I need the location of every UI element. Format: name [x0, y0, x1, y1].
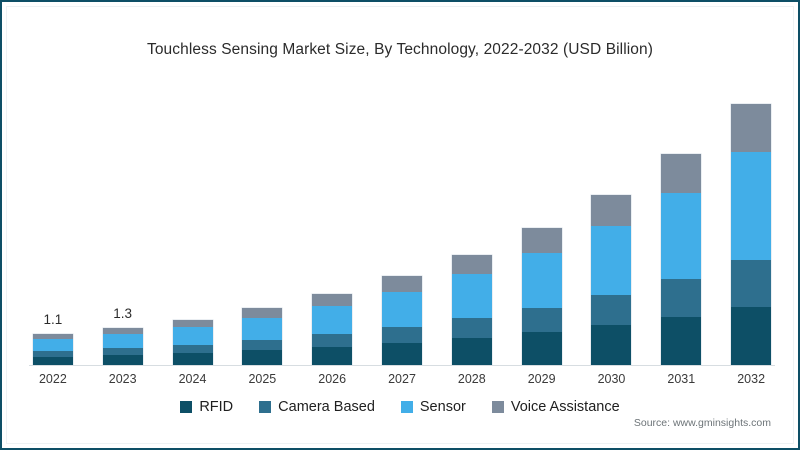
stacked-bar-2026[interactable] — [312, 294, 353, 365]
bar-group-2026 — [311, 294, 353, 365]
legend-item-rfid[interactable]: RFID — [180, 399, 233, 415]
x-tick-label-2027: 2027 — [388, 372, 416, 386]
bar-segment-rfid-2025[interactable] — [242, 350, 283, 365]
bar-segment-camera-based-2022[interactable] — [32, 350, 73, 357]
stacked-bar-2028[interactable] — [451, 254, 492, 365]
x-axis-tick-labels: 2022 2023 2024 2025 2026 2027 2028 2029 2030 2031… — [29, 372, 775, 392]
x-tick-label-2029: 2029 — [527, 372, 556, 386]
bar-segment-rfid-2030[interactable] — [591, 325, 632, 365]
bar-segment-sensor-2032[interactable] — [731, 152, 772, 260]
bar-segment-voice-assistance-2025[interactable] — [242, 308, 283, 318]
bar-segment-voice-assistance-2022[interactable] — [32, 333, 73, 339]
bar-group-2022: 1.1 — [32, 312, 74, 365]
bar-segment-camera-based-2028[interactable] — [451, 318, 492, 339]
bar-segment-rfid-2032[interactable] — [731, 306, 772, 365]
legend-label: Voice Assistance — [510, 399, 620, 415]
x-tick-label-2025: 2025 — [248, 372, 277, 386]
bar-segment-voice-assistance-2030[interactable] — [591, 195, 632, 226]
stacked-bar-2031[interactable] — [661, 153, 702, 365]
bar-segment-camera-based-2029[interactable] — [521, 307, 562, 333]
x-tick-label-2022: 2022 — [38, 372, 67, 386]
bar-group-2029 — [521, 227, 563, 365]
bar-segment-camera-based-2024[interactable] — [172, 344, 213, 354]
bar-segment-sensor-2031[interactable] — [661, 192, 702, 279]
bar-segment-voice-assistance-2024[interactable] — [172, 319, 213, 328]
stacked-bar-2025[interactable] — [242, 308, 283, 365]
legend-label: Camera Based — [278, 399, 375, 415]
bar-group-2027 — [381, 275, 423, 365]
x-tick-label-2026: 2026 — [318, 372, 347, 386]
bar-group-2025 — [241, 308, 283, 365]
bar-segment-voice-assistance-2029[interactable] — [521, 227, 562, 253]
bar-group-2031 — [660, 153, 702, 365]
bar-segment-rfid-2023[interactable] — [102, 355, 143, 365]
bar-group-2028 — [451, 254, 493, 365]
plot-area: 1.1 1.3 — [29, 93, 775, 365]
legend-swatch-rfid — [180, 401, 193, 413]
stacked-bar-2022[interactable]: 1.1 — [32, 312, 73, 365]
bar-segment-sensor-2029[interactable] — [521, 252, 562, 308]
bar-segment-rfid-2029[interactable] — [521, 332, 562, 365]
x-tick-label-2032: 2032 — [737, 372, 766, 386]
bar-value-label-2022: 1.1 — [43, 311, 63, 327]
x-tick-label-2031: 2031 — [667, 372, 696, 386]
legend-item-camera-based[interactable]: Camera Based — [259, 399, 375, 415]
bar-segment-sensor-2022[interactable] — [32, 338, 73, 351]
bar-segment-voice-assistance-2028[interactable] — [451, 254, 492, 275]
stacked-bar-2032[interactable] — [731, 104, 772, 365]
bar-segment-rfid-2024[interactable] — [172, 353, 213, 365]
bar-segment-sensor-2030[interactable] — [591, 225, 632, 295]
bar-segment-sensor-2025[interactable] — [242, 317, 283, 341]
legend-item-voice-assistance[interactable]: Voice Assistance — [491, 399, 620, 415]
bar-segment-camera-based-2031[interactable] — [661, 278, 702, 317]
stacked-bar-2023[interactable]: 1.3 — [102, 306, 143, 365]
bar-segment-camera-based-2025[interactable] — [242, 340, 283, 351]
stacked-bar-2027[interactable] — [382, 275, 422, 365]
bar-segment-rfid-2027[interactable] — [382, 342, 422, 365]
chart-legend: RFID Camera Based Sensor Voice Assistance — [7, 399, 793, 415]
bar-group-2023: 1.3 — [102, 306, 144, 365]
bar-segment-camera-based-2027[interactable] — [382, 327, 422, 343]
bar-segment-camera-based-2026[interactable] — [312, 334, 353, 348]
bar-segment-voice-assistance-2032[interactable] — [731, 104, 772, 153]
stacked-bar-2030[interactable] — [591, 195, 632, 365]
stacked-bar-2024[interactable] — [172, 319, 213, 365]
bar-value-label-2023: 1.3 — [113, 306, 133, 322]
x-axis-line — [29, 365, 775, 366]
stacked-bar-2029[interactable] — [521, 227, 562, 365]
bar-segment-rfid-2022[interactable] — [32, 356, 73, 365]
bar-segment-voice-assistance-2031[interactable] — [661, 153, 702, 193]
bar-segment-camera-based-2030[interactable] — [591, 294, 632, 326]
chart-inner-frame: Touchless Sensing Market Size, By Techno… — [6, 6, 794, 444]
bar-segment-sensor-2028[interactable] — [451, 274, 492, 319]
bar-segment-sensor-2023[interactable] — [102, 333, 143, 349]
bar-segment-camera-based-2032[interactable] — [731, 259, 772, 307]
legend-swatch-voice-assistance — [491, 401, 504, 413]
bar-segment-rfid-2026[interactable] — [312, 347, 353, 365]
bar-segment-rfid-2028[interactable] — [451, 338, 492, 365]
legend-label: RFID — [199, 399, 234, 415]
bar-segment-sensor-2026[interactable] — [312, 306, 353, 335]
bar-group-2030 — [590, 195, 632, 365]
bar-segment-sensor-2024[interactable] — [172, 327, 213, 345]
legend-item-sensor[interactable]: Sensor — [400, 399, 466, 415]
x-tick-label-2023: 2023 — [108, 372, 137, 386]
source-note: Source: www.gminsights.com — [633, 417, 771, 429]
x-tick-label-2030: 2030 — [597, 372, 626, 386]
bar-segment-voice-assistance-2023[interactable] — [102, 328, 143, 334]
bar-segment-rfid-2031[interactable] — [661, 316, 702, 365]
bar-segment-voice-assistance-2026[interactable] — [312, 294, 353, 307]
legend-swatch-sensor — [400, 401, 413, 413]
bar-group-2024 — [172, 319, 214, 365]
x-tick-label-2024: 2024 — [178, 372, 207, 386]
legend-label: Sensor — [419, 399, 466, 415]
bar-segment-camera-based-2023[interactable] — [102, 348, 143, 356]
legend-swatch-camera-based — [259, 401, 272, 413]
bar-group-2032 — [730, 104, 772, 365]
chart-title: Touchless Sensing Market Size, By Techno… — [146, 41, 654, 58]
bar-segment-sensor-2027[interactable] — [382, 291, 422, 328]
bar-segment-voice-assistance-2027[interactable] — [382, 275, 422, 292]
x-tick-label-2028: 2028 — [457, 372, 486, 386]
